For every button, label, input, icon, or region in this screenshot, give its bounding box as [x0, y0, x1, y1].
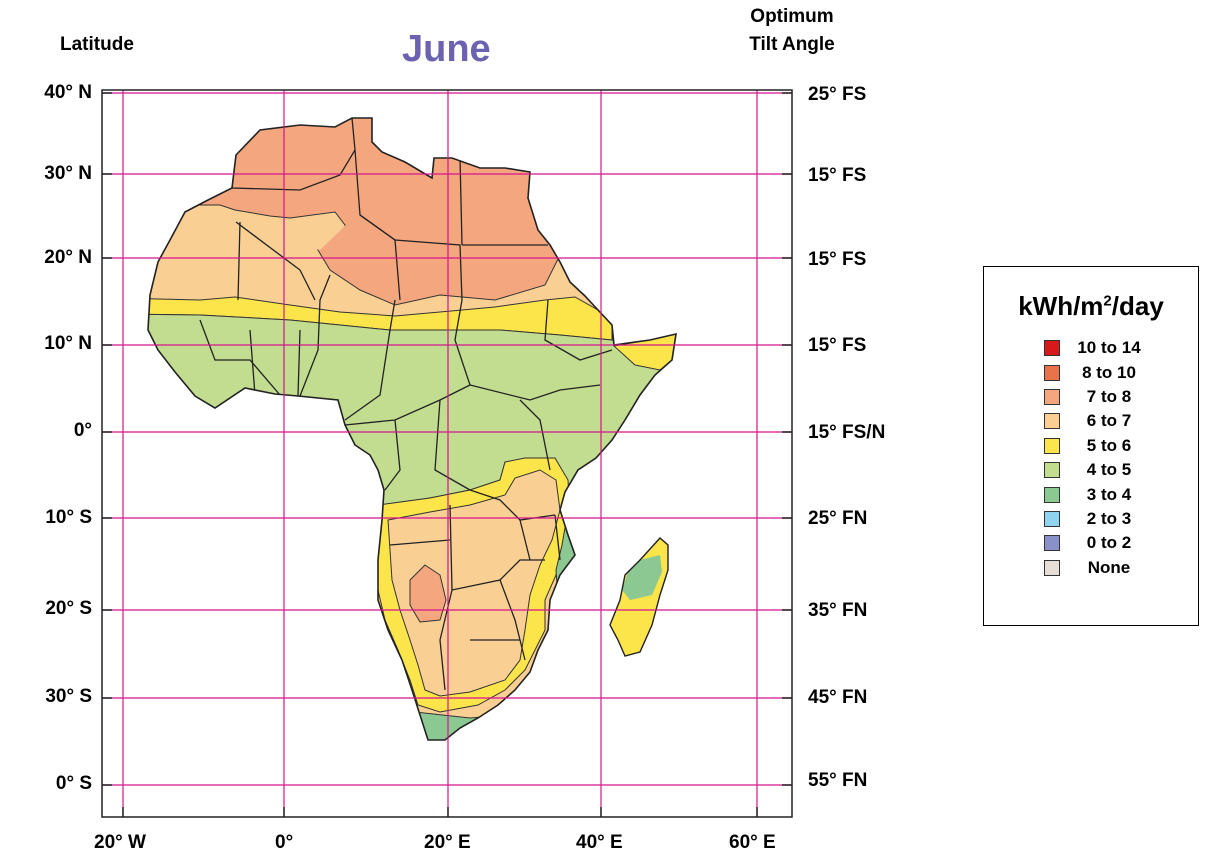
legend-items: 10 to 14 8 to 10 7 to 8 6 to 7 5 to 6 4 …: [984, 336, 1198, 580]
legend-box: kWh/m2/day 10 to 14 8 to 10 7 to 8 6 to …: [983, 266, 1199, 626]
legend-item: 0 to 2: [1044, 531, 1198, 555]
legend-item-label: 6 to 7: [1086, 411, 1132, 431]
legend-item-label: 3 to 4: [1086, 484, 1132, 504]
africa-landmass: [147, 117, 677, 741]
tilt-label: 15° FS/N: [808, 422, 886, 443]
madagascar-zone-3-4: [622, 555, 662, 600]
legend-swatch: [1044, 388, 1060, 405]
legend-title-end: /day: [1111, 291, 1164, 321]
legend-swatch: [1044, 486, 1060, 503]
tilt-label: 55° FN: [808, 770, 868, 791]
zone-3-4-cape: [414, 711, 506, 740]
map-grid: [102, 90, 792, 817]
legend-item-label: 4 to 5: [1086, 460, 1132, 480]
tilt-angle-header: Optimum Tilt Angle: [732, 3, 852, 59]
legend-swatch: [1044, 559, 1060, 576]
legend-item: 3 to 4: [1044, 482, 1198, 506]
lat-label: 0° S: [55, 773, 92, 794]
map-title: June: [402, 28, 491, 70]
legend-swatch: [1044, 413, 1060, 430]
lon-label: 20° E: [424, 832, 471, 853]
legend-swatch: [1044, 462, 1060, 479]
legend-item: 8 to 10: [1044, 360, 1198, 384]
madagascar: [609, 537, 669, 657]
lat-label: 30° N: [44, 163, 92, 184]
tilt-header-line2: Tilt Angle: [749, 34, 835, 55]
lat-label: 20° S: [45, 598, 92, 619]
legend-swatch: [1044, 510, 1060, 527]
tilt-label: 35° FN: [808, 600, 868, 621]
legend-item: 2 to 3: [1044, 507, 1198, 531]
legend-item: None: [1044, 556, 1198, 580]
legend-title-sup: 2: [1103, 292, 1112, 310]
lon-label: 60° E: [729, 832, 776, 853]
legend-title-main: kWh/m: [1018, 291, 1104, 321]
legend-swatch: [1044, 535, 1060, 552]
tilt-label: 45° FN: [808, 687, 868, 708]
tilt-label: 15° FS: [808, 165, 867, 186]
zone-6-7-pocket: [285, 215, 345, 250]
legend-swatch: [1044, 364, 1060, 381]
legend-item: 5 to 6: [1044, 434, 1198, 458]
map-frame: [101, 89, 793, 818]
lon-label: 0°: [275, 832, 294, 853]
legend-item-label: 5 to 6: [1086, 435, 1132, 455]
tilt-label: 25° FN: [808, 508, 868, 529]
lat-label: 20° N: [44, 247, 92, 268]
legend-swatch: [1044, 437, 1060, 454]
legend-item-label: 0 to 2: [1086, 533, 1132, 553]
lat-label: 30° S: [45, 686, 92, 707]
legend-item-label: 10 to 14: [1077, 338, 1141, 358]
lat-label: 10° S: [45, 507, 92, 528]
tilt-label: 25° FS: [808, 84, 867, 105]
legend-item-label: 8 to 10: [1082, 362, 1136, 382]
tilt-header-line1: Optimum: [750, 6, 834, 27]
latitude-header: Latitude: [60, 34, 134, 55]
legend-item: 10 to 14: [1044, 336, 1198, 360]
legend-item: 7 to 8: [1044, 385, 1198, 409]
lat-label: 40° N: [44, 82, 92, 103]
legend-item: 6 to 7: [1044, 409, 1198, 433]
legend-title: kWh/m2/day: [984, 291, 1198, 322]
lon-label: 40° E: [576, 832, 623, 853]
lat-label: 10° N: [44, 333, 92, 354]
legend-item-label: 2 to 3: [1086, 508, 1132, 528]
tilt-label: 15° FS: [808, 249, 867, 270]
legend-item-label: None: [1087, 557, 1131, 577]
axis-ticks: [102, 92, 792, 817]
lat-label: 0°: [73, 420, 92, 441]
tilt-label: 15° FS: [808, 335, 867, 356]
legend-swatch: [1044, 340, 1060, 357]
lon-label: 20° W: [94, 832, 146, 853]
legend-item-label: 7 to 8: [1086, 386, 1132, 406]
legend-item: 4 to 5: [1044, 458, 1198, 482]
